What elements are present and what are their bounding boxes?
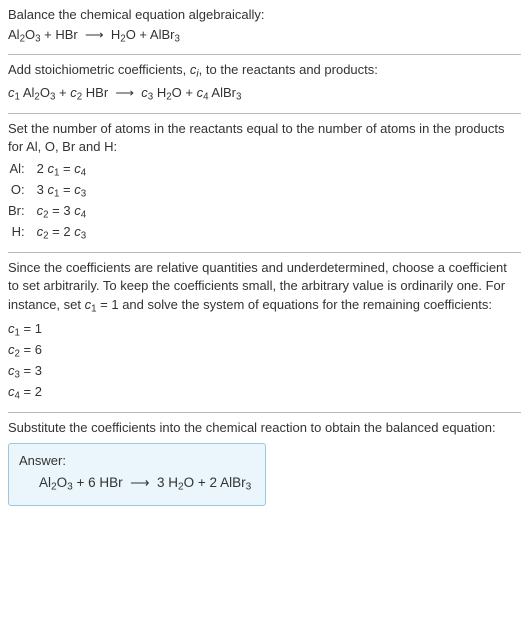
section-add-coeffs: Add stoichiometric coefficients, ci, to … <box>0 55 529 112</box>
coeff-solution: c2 = 6 <box>8 341 521 361</box>
text-intro-2: Add stoichiometric coefficients, ci, to … <box>8 61 521 82</box>
element-label: Al: <box>8 160 31 181</box>
coeff-solution: c4 = 2 <box>8 383 521 403</box>
atom-balance-row: H:c2 = 2 c3 <box>8 223 92 244</box>
equation-with-coeffs: c1 Al2O3 + c2 HBr ⟶ c3 H2O + c4 AlBr3 <box>8 84 521 104</box>
text-intro-1: Balance the chemical equation algebraica… <box>8 6 521 24</box>
text-intro-3: Set the number of atoms in the reactants… <box>8 120 521 156</box>
section-answer: Substitute the coefficients into the che… <box>0 413 529 514</box>
atom-balance-row: Br:c2 = 3 c4 <box>8 202 92 223</box>
element-equation: 2 c1 = c4 <box>31 160 93 181</box>
answer-box: Answer: Al2O3 + 6 HBr ⟶ 3 H2O + 2 AlBr3 <box>8 443 266 506</box>
element-label: O: <box>8 181 31 202</box>
atom-balance-table: Al:2 c1 = c4O:3 c1 = c3Br:c2 = 3 c4H:c2 … <box>8 160 92 244</box>
coeff-solution-list: c1 = 1c2 = 6c3 = 3c4 = 2 <box>8 320 521 403</box>
element-label: H: <box>8 223 31 244</box>
atom-balance-row: O:3 c1 = c3 <box>8 181 92 202</box>
section-atom-balance: Set the number of atoms in the reactants… <box>0 114 529 253</box>
coeff-solution: c3 = 3 <box>8 362 521 382</box>
text-intro-4: Since the coefficients are relative quan… <box>8 259 521 315</box>
element-equation: 3 c1 = c3 <box>31 181 93 202</box>
element-label: Br: <box>8 202 31 223</box>
equation-unbalanced: Al2O3 + HBr ⟶ H2O + AlBr3 <box>8 26 521 46</box>
section-balance-intro: Balance the chemical equation algebraica… <box>0 0 529 54</box>
section-solve-coeffs: Since the coefficients are relative quan… <box>0 253 529 412</box>
element-equation: c2 = 2 c3 <box>31 223 93 244</box>
atom-balance-row: Al:2 c1 = c4 <box>8 160 92 181</box>
coeff-solution: c1 = 1 <box>8 320 521 340</box>
text-intro-5: Substitute the coefficients into the che… <box>8 419 521 437</box>
answer-label: Answer: <box>19 452 251 470</box>
element-equation: c2 = 3 c4 <box>31 202 93 223</box>
atom-balance-rows: Al:2 c1 = c4O:3 c1 = c3Br:c2 = 3 c4H:c2 … <box>8 160 92 244</box>
answer-equation: Al2O3 + 6 HBr ⟶ 3 H2O + 2 AlBr3 <box>19 474 251 495</box>
